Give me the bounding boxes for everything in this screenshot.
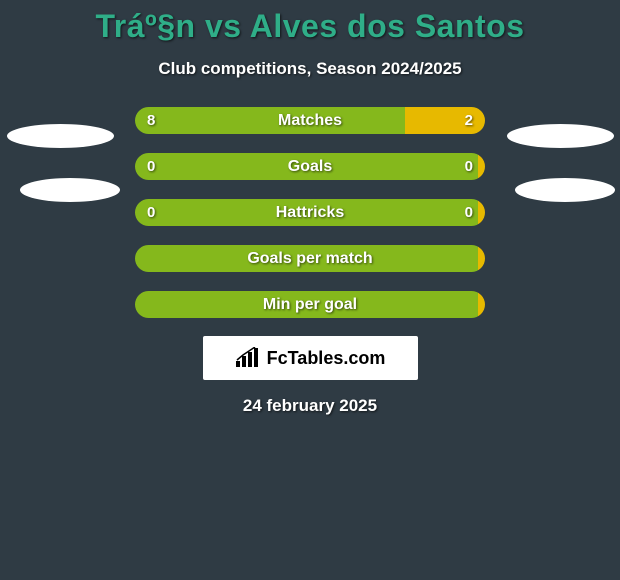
brand-text: FcTables.com xyxy=(267,348,386,369)
page-title: Tráº§n vs Alves dos Santos xyxy=(0,0,620,45)
stat-row-right-seg xyxy=(478,291,485,318)
stat-row-left-seg xyxy=(135,107,405,134)
stat-row-right-seg xyxy=(478,199,485,226)
page-subtitle: Club competitions, Season 2024/2025 xyxy=(0,59,620,79)
player-oval xyxy=(507,124,614,148)
comparison-infographic: Tráº§n vs Alves dos Santos Club competit… xyxy=(0,0,620,580)
stat-row-left-seg xyxy=(135,291,478,318)
stat-row-right-seg xyxy=(405,107,486,134)
player-oval xyxy=(20,178,120,202)
stat-row-left-seg xyxy=(135,245,478,272)
bar-chart-icon xyxy=(235,347,261,369)
stat-row: Min per goal xyxy=(135,291,485,318)
stat-row-left-seg xyxy=(135,153,478,180)
brand-logo: FcTables.com xyxy=(203,336,418,380)
stat-row-left-seg xyxy=(135,199,478,226)
stat-row: 0 Hattricks 0 xyxy=(135,199,485,226)
player-oval xyxy=(515,178,615,202)
stat-bars: 8 Matches 2 0 Goals 0 0 Hattricks 0 Goal… xyxy=(135,107,485,318)
snapshot-date: 24 february 2025 xyxy=(0,396,620,416)
stat-row: Goals per match xyxy=(135,245,485,272)
stat-row: 0 Goals 0 xyxy=(135,153,485,180)
player-oval xyxy=(7,124,114,148)
stat-row-right-seg xyxy=(478,153,485,180)
stat-row: 8 Matches 2 xyxy=(135,107,485,134)
stat-row-right-seg xyxy=(478,245,485,272)
